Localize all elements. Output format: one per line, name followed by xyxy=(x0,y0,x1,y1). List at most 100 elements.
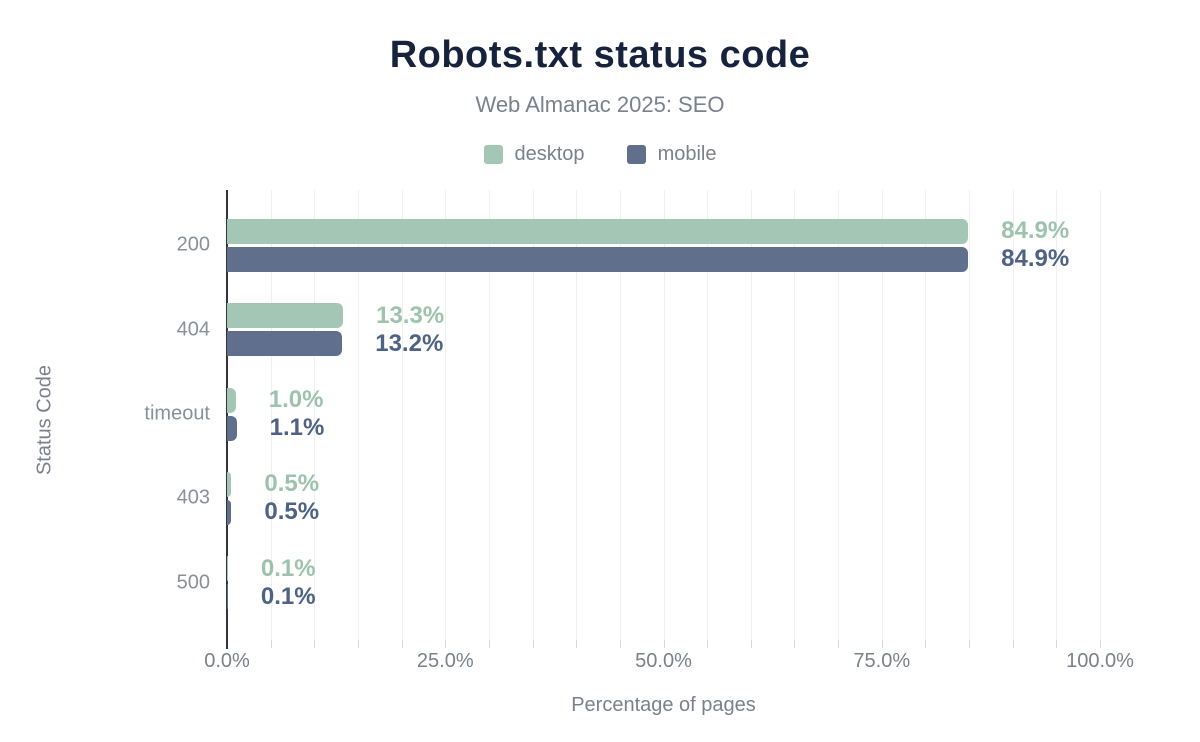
axis-tick xyxy=(969,640,971,648)
gridline xyxy=(881,190,883,640)
category-label: 500 xyxy=(176,571,210,594)
category-label: 200 xyxy=(176,233,210,256)
category-label: 403 xyxy=(176,486,210,509)
legend-item-mobile: mobile xyxy=(626,143,717,166)
axis-tick xyxy=(838,640,840,648)
value-label-mobile: 0.1% xyxy=(260,582,316,610)
value-label-desktop: 0.1% xyxy=(260,554,316,582)
axis-tick xyxy=(663,640,665,648)
category-label: timeout xyxy=(144,402,210,425)
axis-tick xyxy=(576,640,578,648)
x-tick-label: 0.0% xyxy=(204,650,250,672)
value-label-mobile: 0.5% xyxy=(264,498,320,526)
gridline xyxy=(663,190,665,640)
chart-title: Robots.txt status code xyxy=(389,34,811,76)
bar-mobile-404 xyxy=(227,331,343,357)
bar-mobile-403 xyxy=(227,499,232,525)
bar-line-desktop: 84.9% xyxy=(227,217,1100,245)
gridline xyxy=(1100,190,1101,640)
chart-subtitle: Web Almanac 2025: SEO xyxy=(475,92,725,117)
value-label-mobile: 84.9% xyxy=(1001,245,1070,273)
gridline xyxy=(488,190,490,640)
value-label-desktop: 84.9% xyxy=(1001,217,1070,245)
axis-tick xyxy=(707,640,709,648)
bar-line-desktop: 0.1% xyxy=(227,554,1100,582)
x-axis-ticks: 0.0% 25.0% 50.0% 75.0% 100.0% xyxy=(204,650,1134,674)
gridline xyxy=(401,190,403,640)
axis-tick xyxy=(1012,640,1014,648)
bar-group-200: 200 84.9% 84.9% xyxy=(177,203,1100,287)
bar-group-403: 403 0.5% 0.5% xyxy=(177,456,1100,540)
gridline xyxy=(707,190,709,640)
gridline xyxy=(314,190,316,640)
x-tick-label: 25.0% xyxy=(416,650,474,672)
bar-line-desktop: 13.3% xyxy=(227,301,1100,329)
gridline xyxy=(750,190,752,640)
axis-tick xyxy=(357,640,359,648)
bar-mobile-timeout xyxy=(227,415,237,441)
x-tick-label: 100.0% xyxy=(1066,650,1134,672)
gridline xyxy=(1012,190,1014,640)
x-axis-title: Percentage of pages xyxy=(571,694,756,716)
x-tick-label: 50.0% xyxy=(635,650,692,672)
legend-swatch-mobile xyxy=(626,145,646,164)
bar-desktop-403 xyxy=(227,471,232,497)
axis-tick xyxy=(488,640,490,648)
gridline xyxy=(794,190,796,640)
gridline xyxy=(270,190,272,640)
bar-line-mobile: 84.9% xyxy=(227,245,1100,273)
gridline xyxy=(838,190,840,640)
axis-tick xyxy=(445,640,447,648)
gridline xyxy=(1056,190,1058,640)
value-label-desktop: 0.5% xyxy=(264,470,320,498)
legend-label: desktop xyxy=(514,143,585,165)
bar-rows: 200 84.9% 84.9% 404 13.3% 13.2% timeout 1.0% 1.1… xyxy=(144,203,1100,625)
value-label-mobile: 1.1% xyxy=(269,414,325,442)
gridline xyxy=(619,190,621,640)
legend-item-desktop: desktop xyxy=(483,143,585,166)
legend: desktop mobile xyxy=(0,143,1200,166)
bar-group-404: 404 13.3% 13.2% xyxy=(177,287,1100,371)
gridline xyxy=(576,190,578,640)
gridline xyxy=(357,190,359,640)
bar-desktop-timeout xyxy=(227,387,236,413)
axis-tick xyxy=(314,640,316,648)
gridline xyxy=(969,190,971,640)
bar-mobile-500 xyxy=(227,584,228,610)
axis-tick xyxy=(270,640,272,648)
bar-line-desktop: 0.5% xyxy=(227,470,1100,498)
gridline xyxy=(532,190,534,640)
bar-line-desktop: 1.0% xyxy=(227,386,1100,414)
axis-tick xyxy=(881,640,883,648)
y-axis-title: Status Code xyxy=(33,364,56,476)
bar-line-mobile: 1.1% xyxy=(227,414,1100,442)
bar-line-mobile: 0.1% xyxy=(227,582,1100,610)
axis-tick xyxy=(925,640,927,648)
gridline xyxy=(445,190,447,640)
axis-tick xyxy=(794,640,796,648)
bar-line-mobile: 13.2% xyxy=(227,329,1100,357)
bar-desktop-500 xyxy=(227,556,228,582)
legend-label: mobile xyxy=(657,143,717,165)
value-label-desktop: 13.3% xyxy=(376,301,445,329)
axis-tick xyxy=(1056,640,1058,648)
category-label: 404 xyxy=(176,318,210,341)
axis-tick xyxy=(401,640,403,648)
axis-tick xyxy=(532,640,534,648)
bar-line-mobile: 0.5% xyxy=(227,498,1100,526)
gridline xyxy=(925,190,927,640)
bar-group-timeout: timeout 1.0% 1.1% xyxy=(144,372,1100,456)
bar-mobile-200 xyxy=(227,246,969,272)
x-tick-label: 75.0% xyxy=(853,650,911,672)
bar-desktop-200 xyxy=(227,218,969,244)
plot-area: 200 84.9% 84.9% 404 13.3% 13.2% timeout 1.0% 1.1… xyxy=(144,190,1101,649)
axis-tick xyxy=(619,640,621,648)
value-label-mobile: 13.2% xyxy=(375,329,444,357)
bar-group-500: 500 0.1% 0.1% xyxy=(177,541,1100,625)
axis-tick xyxy=(1100,640,1101,648)
value-label-desktop: 1.0% xyxy=(268,386,324,414)
axis-tick xyxy=(750,640,752,648)
bar-desktop-404 xyxy=(227,303,344,329)
legend-swatch-desktop xyxy=(483,145,503,164)
